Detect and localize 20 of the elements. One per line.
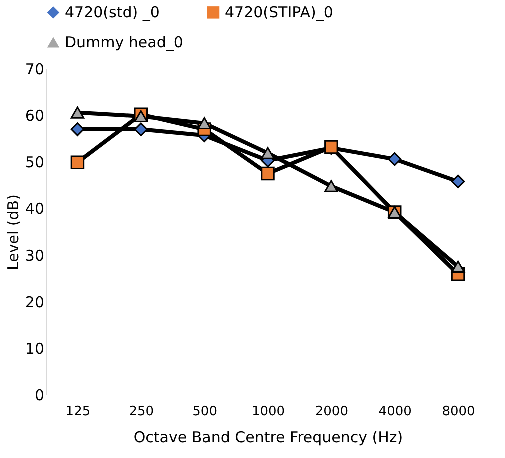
y-tick-label: 40 <box>25 200 44 218</box>
y-tick-label: 70 <box>25 60 44 78</box>
x-tick-label: 1000 <box>252 404 286 420</box>
y-tick-label: 60 <box>25 107 44 126</box>
y-tick-label: 0 <box>34 386 44 404</box>
y-tick-label: 50 <box>25 154 44 172</box>
y-tick-label: 30 <box>25 246 44 265</box>
x-tick-label: 8000 <box>442 404 476 420</box>
legend-label: Dummy head_0 <box>65 34 184 52</box>
legend-label: 4720(STIPA)_0 <box>225 4 334 22</box>
x-tick-label: 500 <box>192 404 218 420</box>
y-tick-label: 20 <box>25 293 44 312</box>
y-tick-label: 10 <box>25 340 44 358</box>
x-axis-title: Octave Band Centre Frequency (Hz) <box>134 428 404 446</box>
x-tick-label: 125 <box>66 404 91 420</box>
x-tick-label: 2000 <box>315 404 348 420</box>
x-tick-label: 4000 <box>378 404 412 420</box>
x-tick-label: 250 <box>129 404 154 420</box>
legend-label: 4720(std) _0 <box>65 4 160 22</box>
y-axis-title: Level (dB) <box>4 194 22 270</box>
